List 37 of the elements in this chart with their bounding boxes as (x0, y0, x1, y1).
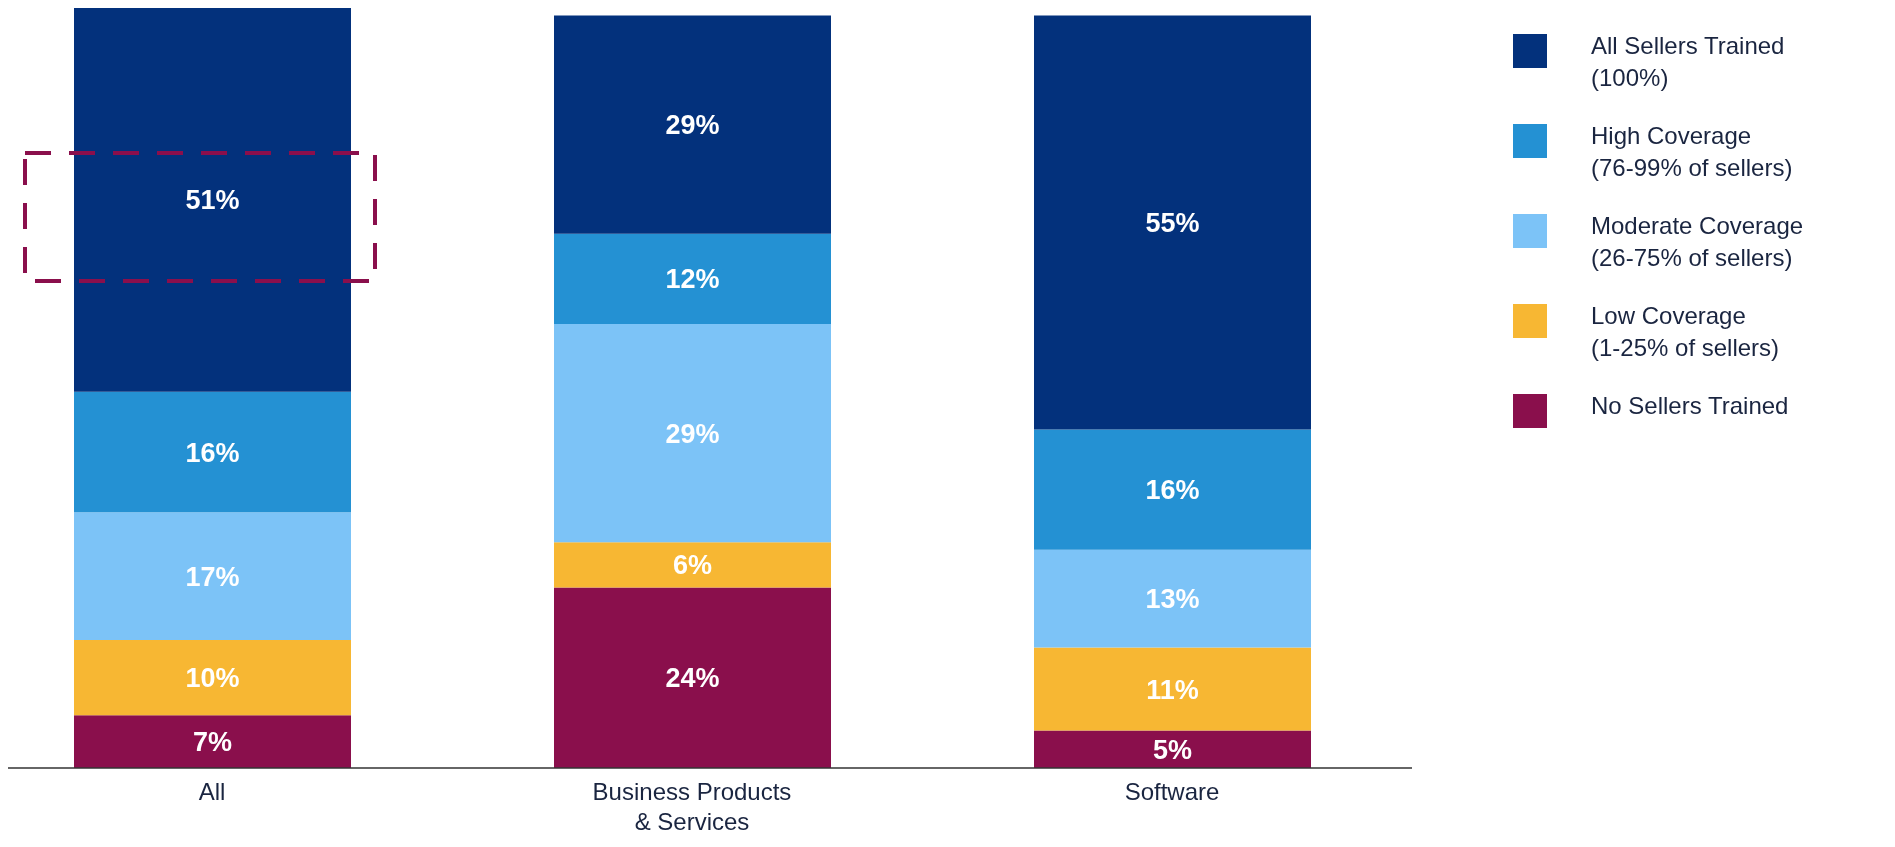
bar (554, 542, 831, 588)
data-label: 24% (665, 663, 720, 694)
bar (554, 233, 831, 325)
x-tick-label: All (198, 778, 226, 805)
data-label: 13% (1145, 584, 1200, 615)
bar (1034, 549, 1311, 648)
data-label: 11% (1146, 674, 1199, 705)
bar (1034, 429, 1311, 550)
bar (554, 587, 831, 768)
bar (554, 324, 831, 543)
bar (74, 640, 351, 716)
data-label: 12% (665, 264, 720, 295)
data-label: 29% (665, 110, 720, 141)
data-label: 55% (1145, 208, 1200, 239)
data-label: 29% (665, 418, 720, 449)
x-tick-label: Software (1124, 778, 1220, 805)
bar (1034, 730, 1311, 768)
bar (74, 512, 351, 641)
data-label: 17% (185, 561, 240, 592)
x-tick-label: Business Products & Services (592, 778, 792, 835)
legend-label: Low Coverage (1-25% of sellers) (1591, 301, 1781, 363)
bar (74, 715, 351, 768)
legend-label: All Sellers Trained (100%) (1591, 31, 1786, 93)
data-label: 7% (192, 727, 233, 758)
legend-label: No Sellers Trained (1591, 391, 1790, 421)
data-label: 5% (1152, 734, 1193, 765)
data-label: 16% (1145, 475, 1200, 506)
bar (1034, 15, 1311, 430)
bar (1034, 647, 1311, 731)
data-label: 10% (185, 663, 240, 694)
bar (74, 391, 351, 513)
legend-label: Moderate Coverage (26-75% of sellers) (1591, 211, 1805, 273)
data-label: 6% (672, 550, 713, 581)
data-label: 16% (185, 437, 240, 468)
data-label: 51% (185, 185, 240, 216)
legend-label: High Coverage (76-99% of sellers) (1591, 121, 1794, 183)
bar (554, 15, 831, 234)
